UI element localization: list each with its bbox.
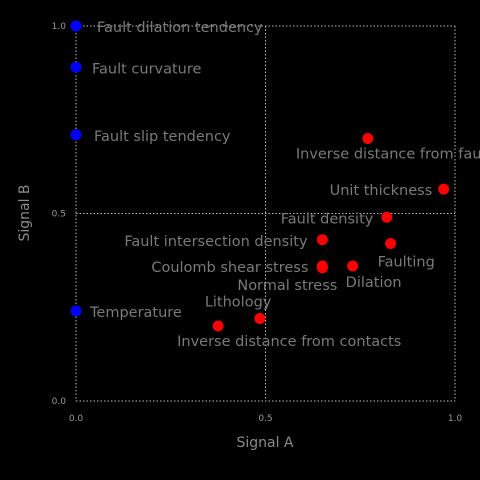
y-axis-label: Signal B (17, 184, 33, 241)
data-point (385, 238, 397, 249)
point-label: Inverse distance from contacts (177, 334, 401, 350)
x-tick-label: 0.5 (258, 414, 272, 424)
y-tick-label: 0.0 (52, 397, 67, 407)
point-label: Normal stress (237, 278, 337, 294)
x-tick-label: 1.0 (448, 414, 463, 424)
grid (75, 25, 456, 402)
data-points (70, 20, 450, 332)
y-tick-label: 1.0 (52, 22, 67, 32)
point-label: Coulomb shear stress (151, 260, 308, 276)
data-point (70, 129, 82, 141)
point-label: Fault slip tendency (94, 129, 231, 145)
data-point (362, 133, 374, 144)
point-label: Temperature (89, 305, 182, 321)
point-label: Faulting (378, 255, 435, 271)
data-point (347, 260, 359, 272)
point-label: Fault intersection density (124, 234, 308, 250)
point-label: Dilation (346, 275, 402, 291)
point-label: Fault curvature (92, 61, 202, 77)
x-axis-label: Signal A (236, 435, 293, 451)
data-point (438, 183, 450, 195)
data-point (212, 320, 224, 332)
data-point (70, 20, 82, 32)
x-tick-label: 0.0 (69, 414, 84, 424)
point-label: Fault density (281, 211, 374, 227)
data-point (70, 305, 82, 317)
tick-labels: 0.0 0.5 1.0 0.0 0.5 1.0 (52, 22, 463, 424)
data-point (381, 211, 393, 223)
data-point (254, 313, 266, 324)
data-point (70, 61, 82, 73)
point-labels: Fault dilation tendency Fault curvature Fa… (89, 20, 480, 350)
data-point (316, 234, 328, 246)
data-point (316, 262, 328, 274)
point-label: Unit thickness (330, 183, 433, 199)
y-tick-label: 0.5 (52, 210, 66, 220)
point-label: Inverse distance from faults (296, 147, 480, 163)
point-label: Lithology (205, 295, 272, 311)
point-label: Fault dilation tendency (97, 20, 263, 36)
